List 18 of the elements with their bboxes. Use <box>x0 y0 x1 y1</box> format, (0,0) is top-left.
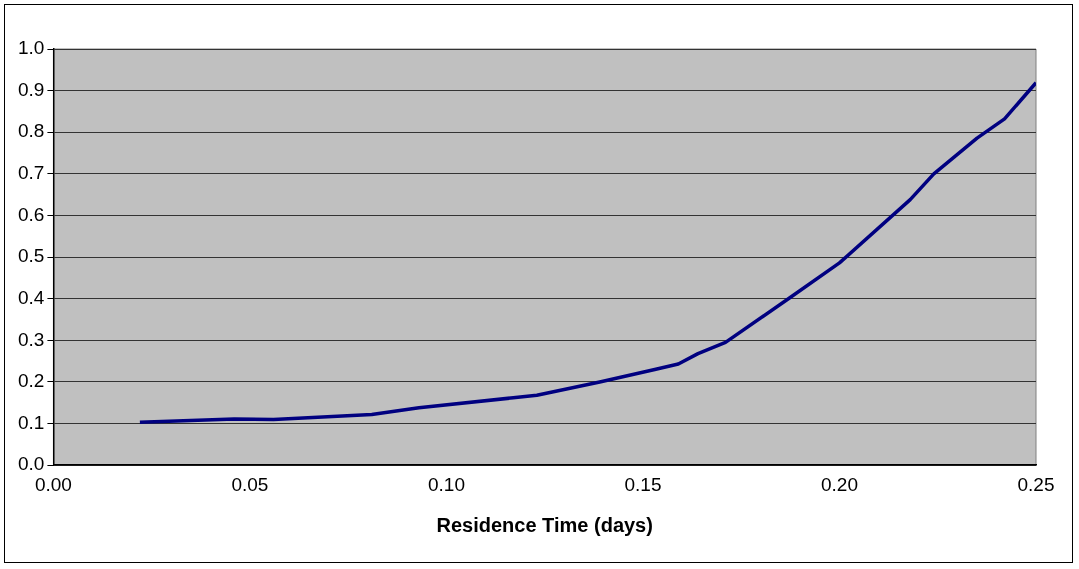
x-tick-label: 0.20 <box>820 473 858 495</box>
y-tick-label: 0.5 <box>17 245 45 267</box>
x-axis-title: Residence Time (days) <box>436 513 653 536</box>
y-tick-label: 0.9 <box>17 78 45 100</box>
y-tick-label: 0.4 <box>17 286 45 308</box>
x-tick-label: 0.05 <box>231 473 269 495</box>
y-tick-label: 0.0 <box>17 453 45 475</box>
x-tick-label: 0.25 <box>1017 473 1055 495</box>
x-tick-label: 0.15 <box>624 473 662 495</box>
y-tick-label: 1.0 <box>17 37 45 59</box>
y-tick-label: 0.7 <box>17 162 45 184</box>
y-tick-label: 0.3 <box>17 328 45 350</box>
x-tick-label: 0.10 <box>427 473 465 495</box>
y-tick-label: 0.6 <box>17 203 45 225</box>
y-tick-label: 0.1 <box>17 411 45 433</box>
y-tick-label: 0.8 <box>17 120 45 142</box>
y-tick-label: 0.2 <box>17 370 45 392</box>
x-tick-label: 0.00 <box>34 473 72 495</box>
